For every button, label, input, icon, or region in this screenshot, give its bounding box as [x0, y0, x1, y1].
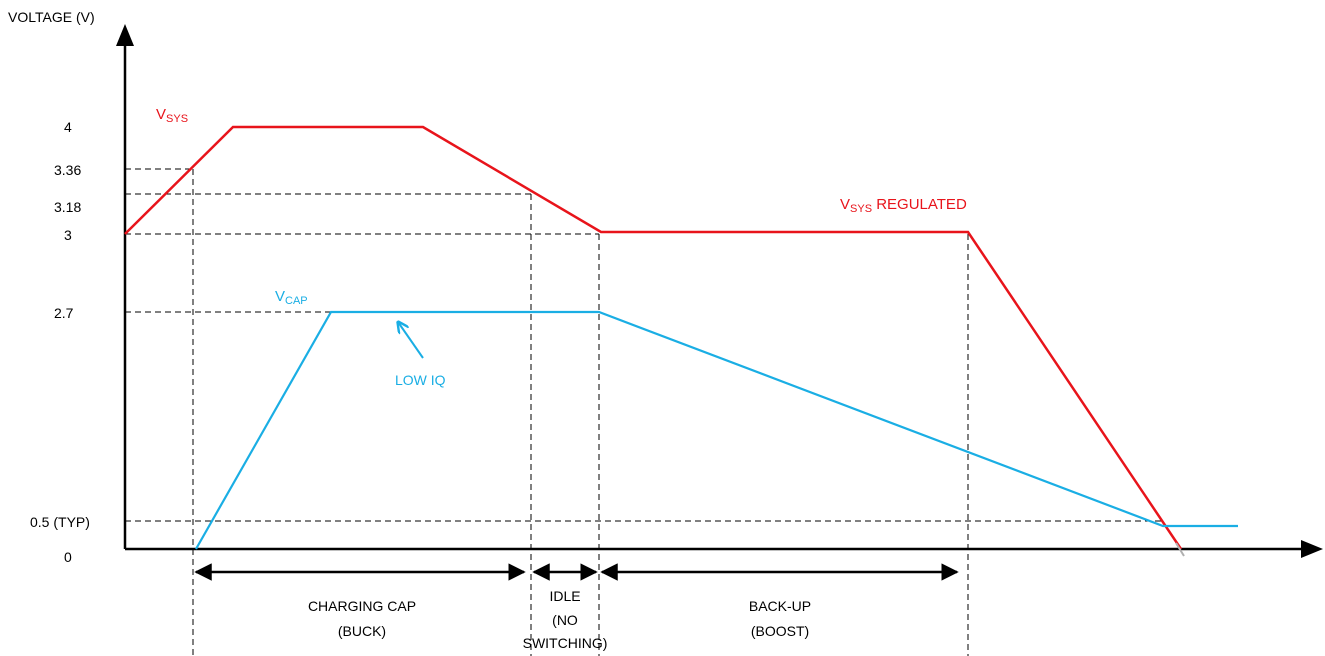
vsys-regulated-main: V: [840, 196, 850, 213]
vcap-label-sub: CAP: [285, 295, 308, 307]
idle-label-line1: IDLE: [549, 588, 580, 604]
vcap-label-main: V: [275, 288, 285, 305]
vcap-curve: [195, 310, 1238, 550]
low-iq-arrow: [398, 322, 424, 359]
y-tick-label: 3.36: [54, 162, 81, 178]
backup-label-line1: BACK-UP: [749, 598, 811, 614]
vsys-label-main: V: [156, 106, 166, 123]
vsys-regulated-label: VSYS REGULATED: [840, 196, 967, 215]
y-tick-label: 0: [64, 549, 72, 565]
y-axis-label: VOLTAGE (V): [8, 9, 95, 25]
y-tick-label: 2.7: [54, 305, 74, 321]
vsys-label-sub: SYS: [166, 113, 188, 125]
vsys-regulated-sub: SYS: [850, 203, 872, 215]
y-tick-label: 3: [64, 227, 72, 243]
y-axis-arrowhead: [116, 24, 134, 46]
vsys-regulated-rest: REGULATED: [872, 196, 967, 213]
idle-label-line3: SWITCHING): [523, 635, 608, 651]
vertical-guides: [192, 169, 969, 656]
low-iq-label: LOW IQ: [395, 372, 446, 388]
charging-label-line2: (BUCK): [338, 623, 386, 639]
idle-label-line2: (NO: [552, 612, 578, 628]
charging-label-line1: CHARGING CAP: [308, 598, 416, 614]
y-tick-label: 0.5 (TYP): [30, 514, 90, 530]
y-tick-label: 4: [64, 119, 72, 135]
backup-label-line2: (BOOST): [751, 623, 809, 639]
axes: [116, 24, 1323, 558]
y-tick-labels: 4 3.36 3.18 3 2.7 0.5 (TYP) 0: [30, 119, 90, 565]
vsys-curve: [124, 125, 1183, 550]
x-axis-arrowhead: [1301, 540, 1323, 558]
vcap-label: VCAP: [275, 288, 308, 307]
horizontal-guides: [125, 168, 1161, 522]
vsys-label: VSYS: [156, 106, 188, 125]
y-tick-label: 3.18: [54, 199, 81, 215]
vsys-tail-grey: [1175, 542, 1185, 557]
